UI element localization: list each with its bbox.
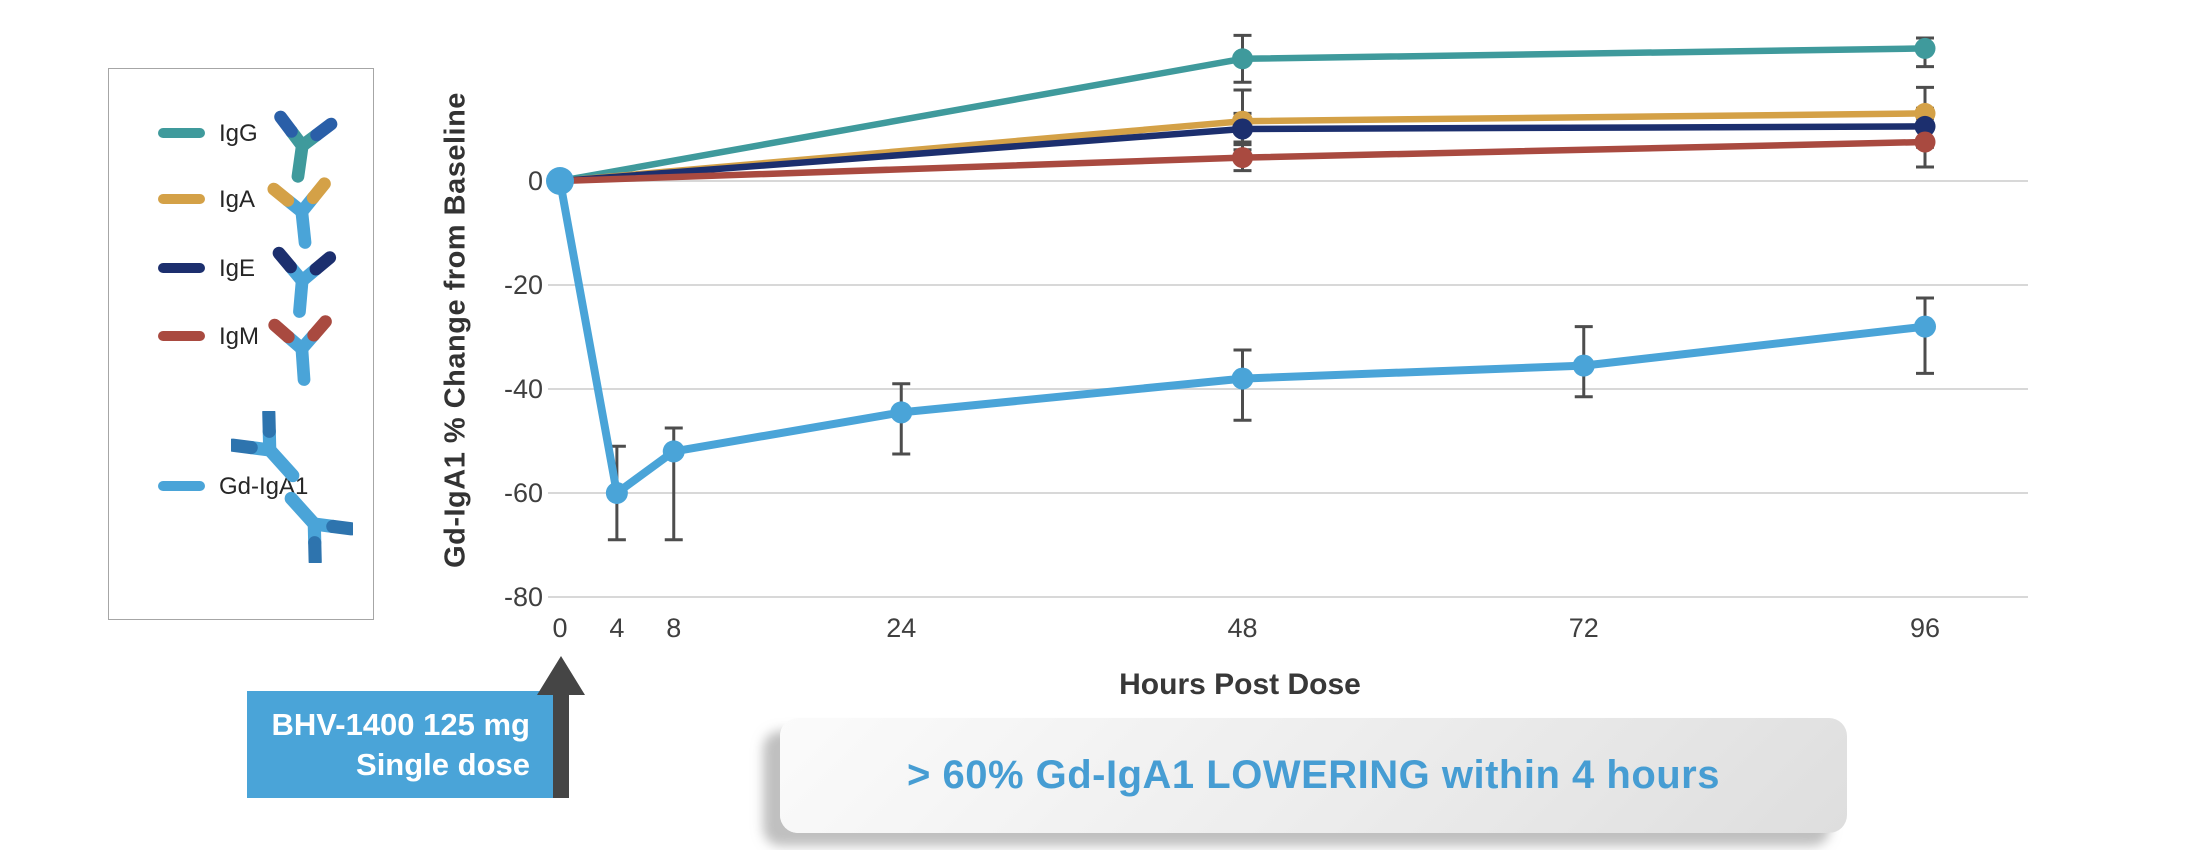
dose-callout-line1: BHV-1400 125 mg bbox=[271, 706, 530, 742]
svg-text:96: 96 bbox=[1910, 613, 1940, 643]
svg-text:-40: -40 bbox=[504, 374, 543, 404]
legend-label-iga: IgA bbox=[219, 186, 256, 213]
legend-label-igm: IgM bbox=[219, 323, 260, 350]
legend-label-ige: IgE bbox=[219, 255, 256, 282]
svg-text:8: 8 bbox=[666, 613, 681, 643]
svg-text:48: 48 bbox=[1227, 613, 1257, 643]
x-axis-title: Hours Post Dose bbox=[1119, 668, 1361, 701]
igm-line-swatch bbox=[158, 331, 205, 341]
svg-text:0: 0 bbox=[528, 166, 543, 196]
svg-text:-80: -80 bbox=[504, 582, 543, 612]
dose-arrow-icon bbox=[537, 656, 585, 798]
legend-panel: IgG IgA IgE bbox=[108, 68, 374, 620]
key-finding-text: > 60% Gd-IgA1 LOWERING within 4 hours bbox=[906, 753, 1720, 797]
legend-label-igg: IgG bbox=[219, 120, 258, 147]
key-finding-banner: > 60% Gd-IgA1 LOWERING within 4 hours bbox=[780, 718, 1847, 833]
dose-callout-line2: Single dose bbox=[356, 746, 530, 782]
gd-iga1-line-swatch bbox=[158, 481, 205, 491]
iga-antibody-icon bbox=[267, 177, 331, 249]
igg-line-swatch bbox=[158, 128, 205, 138]
svg-text:-20: -20 bbox=[504, 270, 543, 300]
igg-antibody-icon bbox=[274, 110, 338, 183]
ige-antibody-icon bbox=[272, 246, 337, 318]
ige-line-swatch bbox=[158, 263, 205, 273]
svg-text:24: 24 bbox=[886, 613, 916, 643]
gd-iga1-antibody-icon bbox=[231, 411, 353, 563]
iga-line-swatch bbox=[158, 194, 205, 204]
svg-text:-60: -60 bbox=[504, 478, 543, 508]
dose-callout: BHV-1400 125 mg Single dose bbox=[247, 691, 560, 798]
svg-text:0: 0 bbox=[552, 613, 567, 643]
svg-text:4: 4 bbox=[609, 613, 624, 643]
svg-text:72: 72 bbox=[1569, 613, 1599, 643]
igm-antibody-icon bbox=[268, 315, 332, 386]
